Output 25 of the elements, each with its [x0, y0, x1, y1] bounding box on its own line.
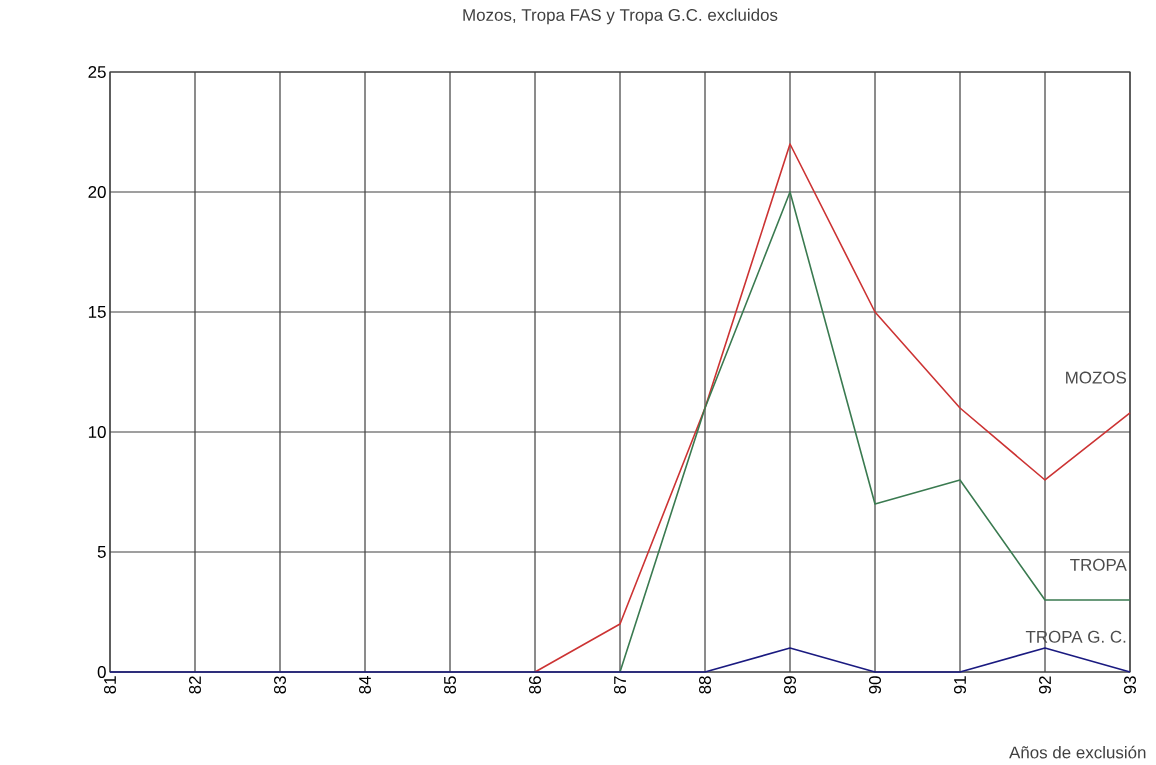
x-tick-label: 88: [699, 676, 711, 694]
line-series: [534, 143, 1131, 673]
x-tick-label: 83: [274, 676, 286, 694]
y-tick-label: 25: [88, 65, 106, 78]
x-tick-label: 86: [529, 676, 541, 694]
x-axis-title: Años de exclusión: [1009, 745, 1146, 759]
y-tick-label: 5: [97, 546, 106, 558]
x-tick-label: 89: [784, 676, 797, 694]
series-label: TROPA: [1070, 558, 1127, 571]
x-tick-label: 90: [869, 676, 882, 694]
x-tick-label: 92: [1039, 676, 1052, 694]
x-tick-label: 91: [954, 676, 967, 694]
x-tick-label: 84: [359, 676, 371, 694]
series-label: MOZOS: [1066, 371, 1127, 384]
x-tick-label: 93: [1124, 676, 1137, 694]
y-tick-label: 10: [88, 426, 106, 438]
y-tick-label: 0: [97, 666, 106, 678]
x-tick-label: 81: [104, 676, 116, 694]
line-series: [619, 191, 1131, 673]
x-tick-label: 87: [614, 676, 626, 694]
x-tick-label: 85: [444, 676, 456, 694]
y-tick-label: 15: [88, 306, 106, 318]
chart-title: Mozos, Tropa FAS y Tropa G.C. excluidos: [463, 8, 778, 25]
x-tick-label: 82: [189, 676, 201, 694]
y-tick-label: 20: [88, 186, 106, 198]
